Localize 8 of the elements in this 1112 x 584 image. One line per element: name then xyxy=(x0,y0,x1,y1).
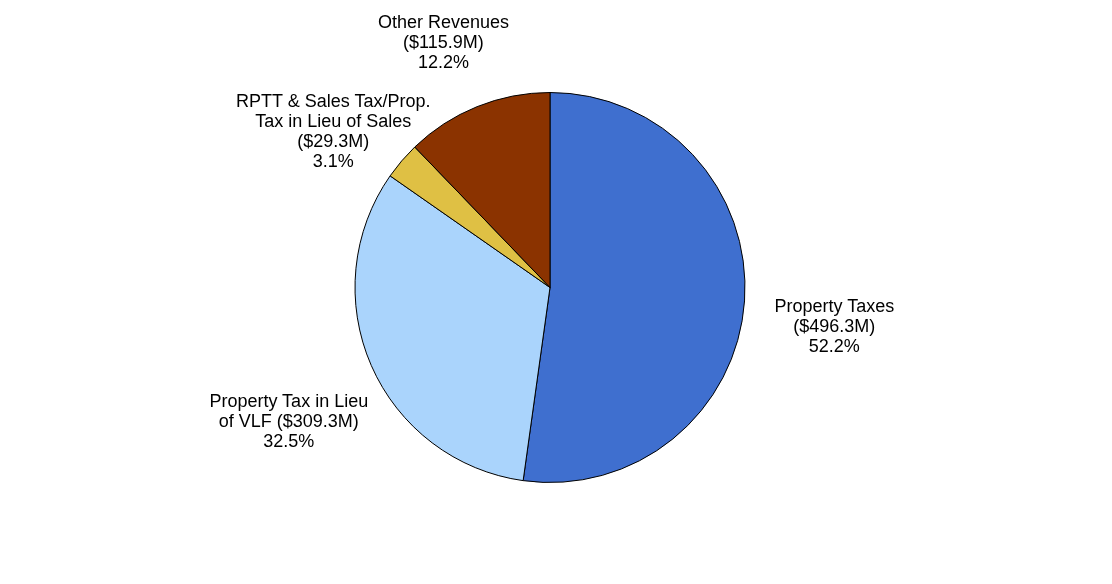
data-label: 3.1% xyxy=(312,151,354,172)
slice-label: RPTT & Sales Tax/Prop. Tax in Lieu of Sales ($29.3M) xyxy=(236,91,431,152)
data-label: 52.2% xyxy=(808,336,860,357)
slice-label: Property Taxes ($496.3M) xyxy=(774,296,895,337)
data-label: 32.5% xyxy=(263,430,315,451)
slice-label: Other Revenues ($115.9M) xyxy=(377,12,509,53)
slice-label: Property Tax in Lieu of VLF ($309.3M) xyxy=(209,390,369,431)
data-label: 12.2% xyxy=(417,52,469,73)
